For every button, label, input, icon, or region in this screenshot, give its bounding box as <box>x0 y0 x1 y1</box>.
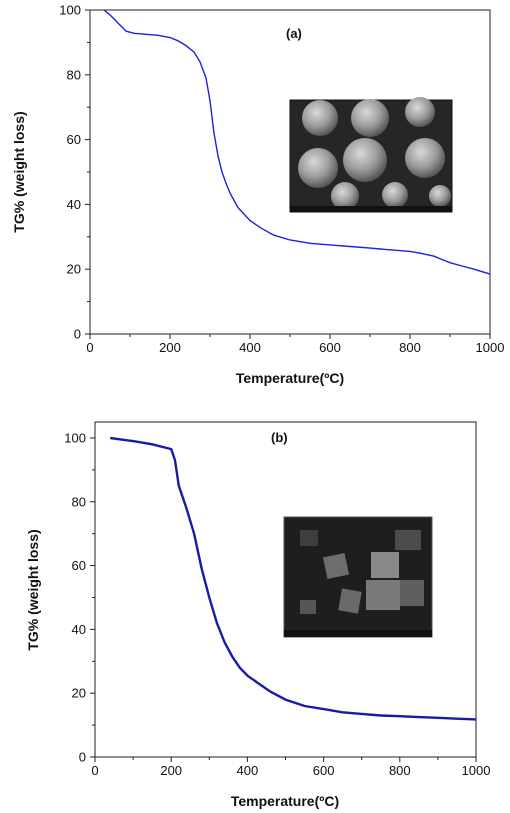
y-tick-label-a: 40 <box>67 197 81 212</box>
x-tick-label-a: 0 <box>86 340 93 355</box>
y-tick-label-a: 20 <box>67 262 81 277</box>
y-tick-label-b: 20 <box>72 686 86 701</box>
x-tick-label-a: 600 <box>319 340 341 355</box>
ticks-a: 0 200 400 600 800 1000 0 20 40 60 80 100 <box>59 3 504 356</box>
x-tick-label-a: 800 <box>399 340 421 355</box>
chart-panel-a: 0 200 400 600 800 1000 0 20 40 60 80 100 (a) Temper… <box>11 3 504 387</box>
tg-curve-a <box>103 9 491 275</box>
x-tick-label-b: 600 <box>313 763 335 778</box>
x-tick-label-b: 200 <box>160 763 182 778</box>
panel-label-a: (a) <box>286 26 302 41</box>
sem-inset-image-b <box>283 516 433 638</box>
panel-label-b: (b) <box>271 430 288 445</box>
x-tick-label-a: 200 <box>159 340 181 355</box>
x-tick-label-a: 400 <box>239 340 261 355</box>
y-tick-label-b: 80 <box>72 494 86 509</box>
x-tick-label-b: 400 <box>237 763 259 778</box>
y-tick-label-b: 0 <box>79 750 86 765</box>
tg-curve-b <box>110 436 477 721</box>
y-tick-label-a: 0 <box>74 327 81 342</box>
y-tick-label-a: 100 <box>59 3 81 18</box>
chart-panel-b: 0 200 400 600 800 1000 0 20 40 60 80 100 (b) Temper… <box>25 421 490 809</box>
x-tick-label-b: 800 <box>389 763 411 778</box>
y-tick-label-b: 40 <box>72 622 86 637</box>
sem-inset-image-a <box>289 97 453 213</box>
x-tick-label-b: 0 <box>91 763 98 778</box>
y-tick-label-b: 100 <box>64 430 86 445</box>
y-tick-label-a: 60 <box>67 132 81 147</box>
y-tick-label-a: 80 <box>67 67 81 82</box>
y-axis-title-b: TG% (weight loss) <box>25 529 41 650</box>
y-tick-label-b: 60 <box>72 558 86 573</box>
ticks-b: 0 200 400 600 800 1000 0 20 40 60 80 100 <box>64 430 490 778</box>
x-axis-title-b: Temperature(ºC) <box>231 793 339 809</box>
x-axis-title-a: Temperature(ºC) <box>236 370 344 386</box>
x-tick-label-b: 1000 <box>462 763 491 778</box>
x-tick-label-a: 1000 <box>476 340 505 355</box>
y-axis-title-a: TG% (weight loss) <box>11 111 27 232</box>
